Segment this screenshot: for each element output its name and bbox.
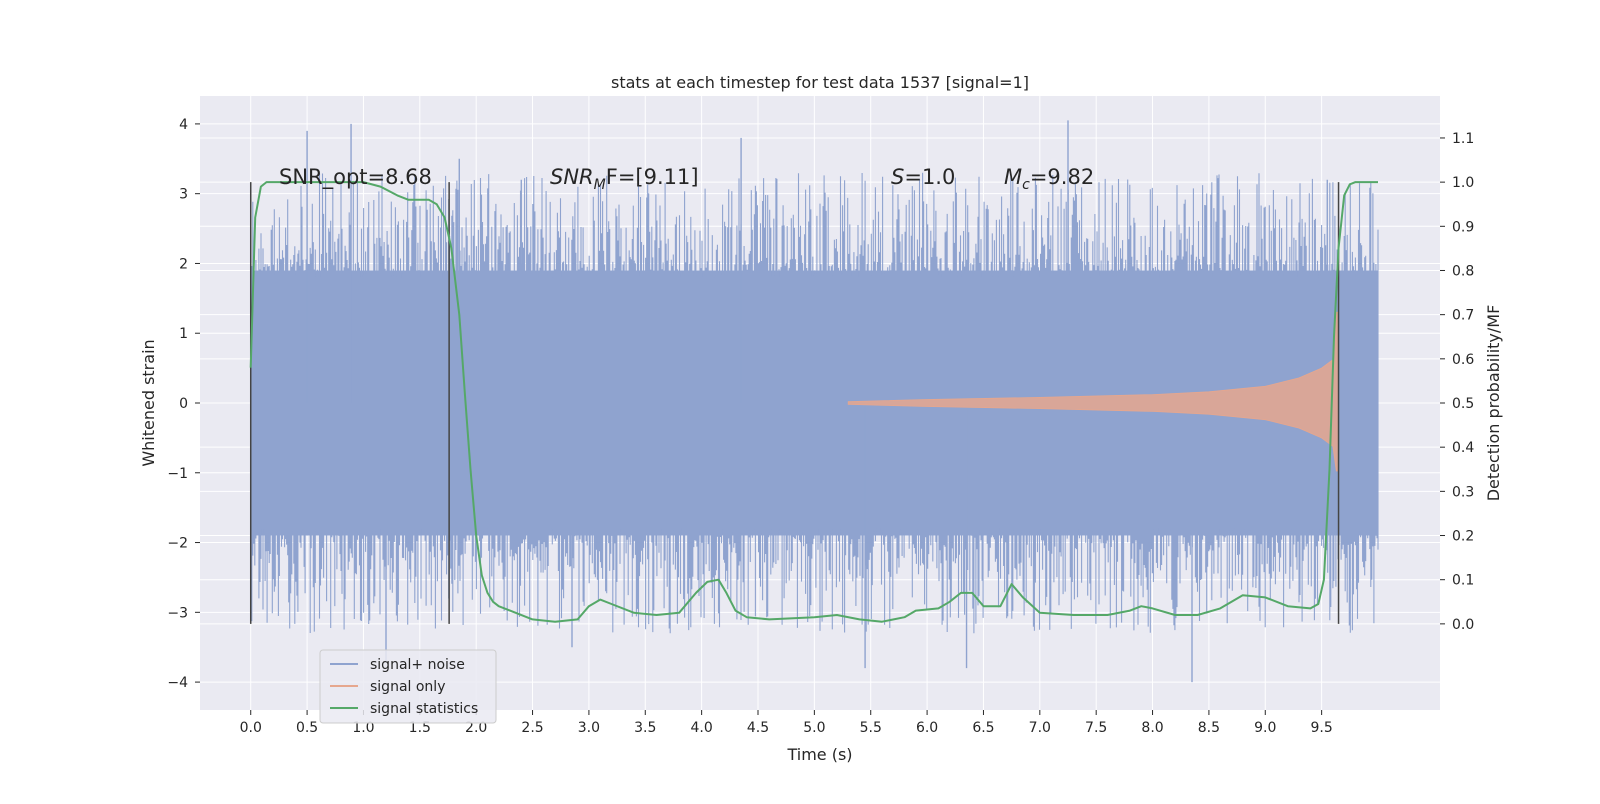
y-axis-label: Whitened strain: [139, 339, 158, 466]
annotation-s-main: S: [891, 165, 904, 189]
y-tick-label: 2: [179, 256, 188, 272]
x-tick-label: 3.0: [578, 720, 600, 736]
y2-tick-label: 0.5: [1452, 396, 1474, 412]
annotation-mc-rest: =9.82: [1030, 165, 1094, 189]
y2-tick-label: 0.6: [1452, 352, 1474, 368]
annotation-s-rest: =1.0: [904, 165, 955, 189]
y2-tick-label: 1.1: [1452, 131, 1474, 147]
annotation-snr-mf-rest: F=[9.11]: [606, 165, 699, 189]
x-tick-label: 9.0: [1254, 720, 1276, 736]
legend-label-signal-only: signal only: [370, 679, 445, 695]
x-tick-label: 8.0: [1141, 720, 1163, 736]
y2-tick-label: 0.3: [1452, 484, 1474, 500]
annotation-mc-main: M: [1004, 165, 1022, 189]
y2-tick-label: 0.2: [1452, 529, 1474, 545]
y-tick-label: −3: [167, 605, 188, 621]
legend: signal+ noise signal only signal statist…: [319, 649, 497, 724]
x-tick-label: 0.0: [240, 720, 262, 736]
x-tick-label: 6.5: [972, 720, 994, 736]
y2-tick-label: 0.0: [1452, 617, 1474, 633]
x-tick-label: 9.5: [1311, 720, 1333, 736]
x-tick-label: 6.0: [916, 720, 938, 736]
x-tick-label: 4.5: [747, 720, 769, 736]
x-tick-label: 5.5: [860, 720, 882, 736]
x-tick-label: 5.0: [803, 720, 825, 736]
y-tick-label: −1: [167, 466, 188, 482]
x-tick-label: 0.5: [296, 720, 318, 736]
x-tick-label: 2.5: [521, 720, 543, 736]
annotation-snr-mf-sub: M: [594, 177, 606, 193]
statistics-line: [249, 181, 1378, 623]
legend-label-signal-statistics: signal statistics: [370, 701, 478, 717]
y-tick-label: −4: [167, 675, 188, 691]
annotation-snr-mf-main: SNR: [550, 165, 594, 189]
x-tick-label: 1.5: [409, 720, 431, 736]
x-tick-label: 3.5: [634, 720, 656, 736]
y2-tick-label: 1.0: [1452, 175, 1474, 191]
annotation-snr-opt: SNR_opt=8.68: [279, 165, 432, 190]
y2-tick-label: 0.7: [1452, 308, 1474, 324]
annotation-mc: Mc=9.82: [1004, 165, 1094, 193]
x-tick-label: 2.0: [465, 720, 487, 736]
y-axis-ticks: −4 −3 −2 −1 0 1 2 3 4: [167, 117, 200, 691]
x-axis-label: Time (s): [786, 745, 852, 764]
x-tick-label: 7.5: [1085, 720, 1107, 736]
y2-tick-label: 0.4: [1452, 440, 1474, 456]
y-tick-label: 3: [179, 187, 188, 203]
y-tick-label: 4: [179, 117, 188, 133]
x-axis-ticks: 0.0 0.5 1.0 1.5 2.0 2.5 3.0 3.5 4.0 4.5 5.0 5.5 6.0 6…: [240, 710, 1333, 736]
x-tick-label: 1.0: [352, 720, 374, 736]
x-tick-label: 8.5: [1198, 720, 1220, 736]
y2-tick-label: 0.8: [1452, 263, 1474, 279]
y2-axis-label: Detection probability/MF: [1484, 305, 1503, 502]
annotation-s: S=1.0: [891, 165, 955, 189]
y2-tick-label: 0.9: [1452, 219, 1474, 235]
x-tick-label: 4.0: [691, 720, 713, 736]
y-tick-label: −2: [167, 536, 188, 552]
legend-label-signal-noise: signal+ noise: [370, 657, 465, 673]
x-tick-label: 7.0: [1029, 720, 1051, 736]
y-tick-label: 0: [179, 396, 188, 412]
y-tick-label: 1: [179, 326, 188, 342]
annotation-mc-sub: c: [1022, 177, 1030, 193]
chart-title: stats at each timestep for test data 153…: [611, 73, 1029, 92]
y2-tick-label: 0.1: [1452, 573, 1474, 589]
legend-box: [319, 649, 497, 724]
y2-axis-ticks: 0.0 0.1 0.2 0.3 0.4 0.5 0.6 0.7 0.8 0.9 1.0 1.1: [1440, 131, 1474, 633]
annotation-snr-mf: SNRMF=[9.11]: [550, 165, 699, 193]
signal-statistics-series: [249, 181, 1378, 623]
